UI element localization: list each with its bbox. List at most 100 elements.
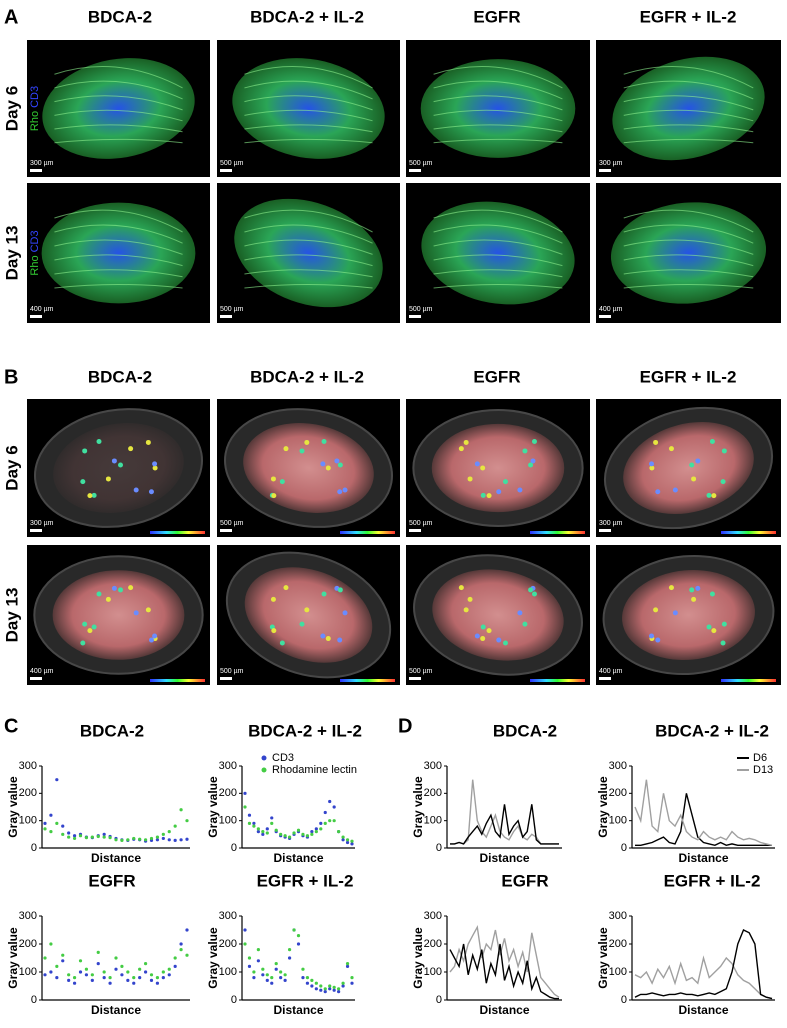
data-point bbox=[274, 967, 278, 971]
data-point bbox=[61, 953, 65, 957]
scale-label: 400 µm bbox=[30, 306, 54, 313]
row-label: Day 13 bbox=[2, 588, 21, 643]
data-point bbox=[261, 973, 265, 977]
legend-marker bbox=[261, 755, 267, 761]
panel-label: D bbox=[398, 715, 412, 737]
data-point bbox=[173, 964, 177, 969]
chart-title: EGFR + IL-2 bbox=[664, 871, 761, 890]
data-point bbox=[247, 821, 252, 826]
data-point bbox=[143, 838, 148, 842]
vessel bbox=[623, 66, 754, 89]
y-tick-label: 100 bbox=[19, 966, 37, 978]
x-axis-label: Distance bbox=[678, 851, 728, 865]
data-point bbox=[323, 810, 327, 815]
data-point bbox=[323, 821, 327, 826]
column-title: EGFR bbox=[473, 367, 520, 386]
y-tick-label: 300 bbox=[219, 760, 237, 772]
y-tick-label: 200 bbox=[609, 787, 627, 799]
data-point bbox=[337, 990, 341, 994]
panel-label: C bbox=[4, 715, 18, 737]
data-point bbox=[185, 819, 189, 823]
data-point bbox=[252, 970, 256, 974]
scale-bar bbox=[599, 677, 611, 680]
cell-track bbox=[145, 607, 151, 613]
data-point bbox=[305, 981, 310, 985]
profile-line bbox=[635, 793, 772, 847]
data-point bbox=[55, 964, 59, 969]
scale-bar bbox=[30, 169, 42, 172]
cell-track bbox=[458, 585, 464, 591]
cell-track bbox=[480, 636, 486, 642]
cell-track bbox=[486, 493, 492, 499]
cell-track bbox=[474, 633, 480, 639]
data-point bbox=[102, 976, 106, 980]
cell-track bbox=[463, 607, 469, 613]
data-point bbox=[261, 967, 265, 971]
data-point bbox=[328, 819, 332, 823]
vessel bbox=[433, 239, 563, 255]
vessel bbox=[54, 239, 183, 255]
cell-track bbox=[531, 438, 537, 444]
data-point bbox=[67, 831, 71, 835]
data-point bbox=[314, 981, 318, 985]
data-point bbox=[126, 970, 130, 974]
y-tick-label: 0 bbox=[31, 842, 37, 854]
stain-cd3: CD3 bbox=[29, 230, 41, 252]
data-point bbox=[84, 967, 89, 971]
cell-track bbox=[502, 640, 508, 646]
data-point bbox=[256, 959, 260, 963]
data-point bbox=[96, 962, 100, 966]
cell-track bbox=[655, 637, 661, 643]
x-axis-label: Distance bbox=[479, 1003, 529, 1017]
y-axis-label: Gray value bbox=[6, 776, 20, 838]
scale-bar bbox=[409, 677, 421, 680]
y-axis-label: Gray value bbox=[411, 776, 425, 838]
cell-track bbox=[668, 585, 674, 591]
scale-label: 500 µm bbox=[409, 668, 433, 675]
data-point bbox=[167, 838, 171, 842]
column-title: EGFR bbox=[473, 7, 520, 26]
profile-line bbox=[634, 929, 773, 1000]
vessel bbox=[433, 254, 563, 267]
y-tick-label: 300 bbox=[19, 910, 37, 922]
y-tick-label: 200 bbox=[424, 938, 442, 950]
vessel bbox=[623, 254, 754, 267]
vessel bbox=[623, 284, 754, 289]
tissue bbox=[610, 202, 767, 304]
tissue bbox=[421, 201, 575, 305]
data-point bbox=[114, 956, 118, 960]
data-point bbox=[161, 832, 165, 836]
data-point bbox=[243, 928, 247, 932]
data-point bbox=[270, 976, 274, 980]
data-point bbox=[72, 981, 77, 985]
x-axis-label: Distance bbox=[273, 1003, 323, 1017]
data-point bbox=[243, 791, 247, 795]
data-point bbox=[256, 827, 260, 831]
data-point bbox=[252, 821, 256, 826]
vessel bbox=[244, 224, 373, 244]
data-point bbox=[155, 976, 160, 980]
cell-track bbox=[517, 610, 523, 616]
cell-track bbox=[496, 489, 502, 495]
cell-track bbox=[689, 462, 695, 468]
cell-track bbox=[486, 628, 492, 634]
data-point bbox=[319, 984, 323, 988]
column-title: BDCA-2 bbox=[88, 7, 152, 26]
column-title: BDCA-2 bbox=[88, 367, 152, 386]
cell-track bbox=[337, 637, 343, 643]
scale-bar bbox=[599, 169, 611, 172]
cell-track bbox=[530, 458, 536, 464]
data-point bbox=[243, 805, 247, 809]
chart-title: BDCA-2 + IL-2 bbox=[655, 721, 769, 740]
data-point bbox=[345, 838, 350, 842]
cell-track bbox=[271, 493, 277, 499]
data-point bbox=[43, 827, 47, 831]
profile-line bbox=[450, 779, 559, 845]
colorbar bbox=[721, 679, 776, 682]
data-point bbox=[270, 981, 274, 985]
y-tick-label: 0 bbox=[231, 994, 237, 1006]
data-point bbox=[292, 928, 296, 932]
data-point bbox=[350, 839, 354, 843]
tissue bbox=[42, 58, 195, 159]
